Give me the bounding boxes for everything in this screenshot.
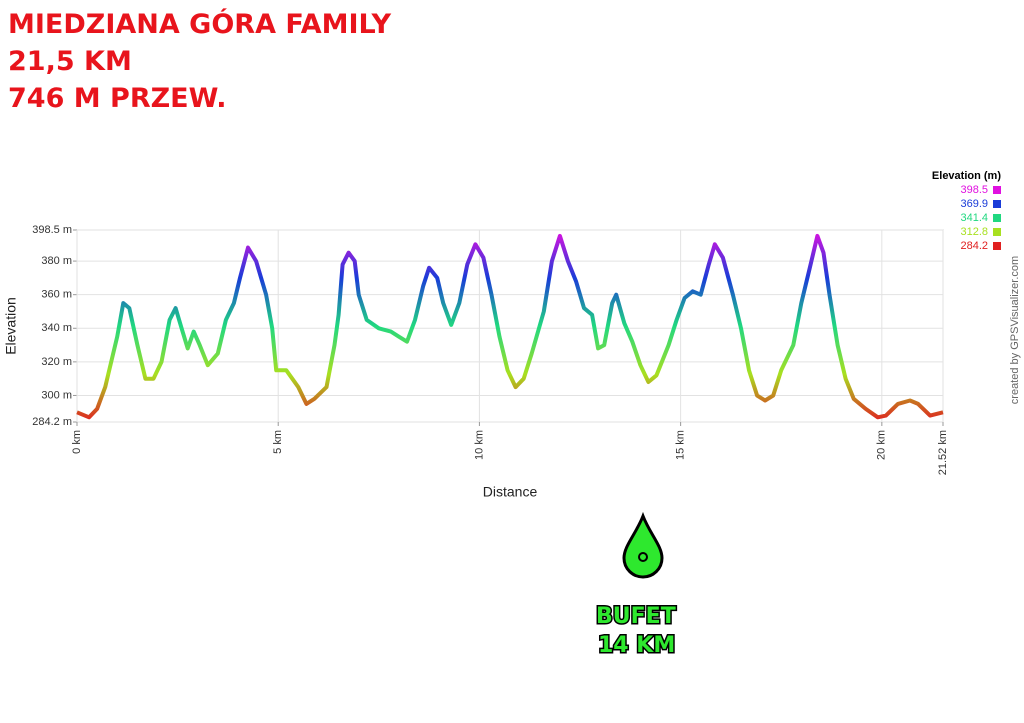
x-tick-label: 0 km: [71, 430, 83, 454]
annotation: 14 KM: [598, 633, 675, 658]
x-tick-label: 21.52 km: [937, 430, 949, 475]
y-tick-label: 340 m: [41, 322, 72, 334]
legend-title: Elevation (m): [932, 170, 1001, 182]
legend-label: 341.4: [960, 212, 988, 224]
legend-label: 398.5: [960, 184, 988, 196]
x-tick-label: 10 km: [473, 430, 485, 460]
legend-swatch: [993, 228, 1001, 236]
annotation: BUFET: [596, 604, 676, 629]
legend-swatch: [993, 186, 1001, 194]
x-tick-label: 15 km: [675, 430, 687, 460]
y-tick-label: 320 m: [41, 356, 72, 368]
y-axis-label: Elevation: [3, 297, 19, 355]
y-tick-label: 284.2 m: [32, 416, 72, 428]
title: 21,5 KM: [8, 46, 132, 77]
x-tick-label: 5 km: [272, 430, 284, 454]
bufet-icon-dot: [638, 552, 648, 562]
legend-swatch: [993, 200, 1001, 208]
legend-label: 312.8: [960, 226, 988, 238]
legend-swatch: [993, 214, 1001, 222]
elevation-line: [76, 233, 944, 420]
y-tick-label: 300 m: [41, 389, 72, 401]
credit: created by GPSVisualizer.com: [1009, 256, 1021, 404]
legend-label: 284.2: [960, 240, 988, 252]
x-tick-label: 20 km: [876, 430, 888, 460]
y-tick-label: 360 m: [41, 289, 72, 301]
y-tick-label: 398.5 m: [32, 224, 72, 236]
title: 746 M PRZEW.: [8, 83, 226, 114]
x-axis-label: Distance: [483, 484, 538, 500]
legend-swatch: [993, 242, 1001, 250]
title: MIEDZIANA GÓRA FAMILY: [8, 8, 392, 40]
y-tick-label: 380 m: [41, 255, 72, 267]
bufet-icon: [622, 511, 664, 579]
legend-label: 369.9: [960, 198, 988, 210]
